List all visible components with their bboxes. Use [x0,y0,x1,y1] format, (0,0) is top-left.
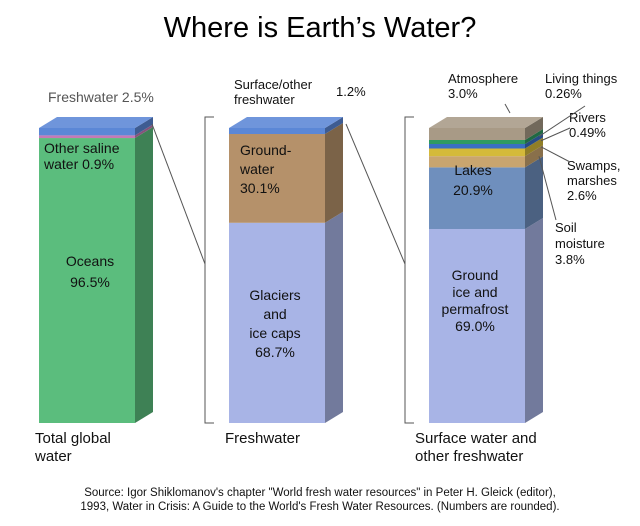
surface-water-atmosphere-label-line-0: Atmosphere [448,71,518,86]
source-note: Source: Igor Shiklomanov's chapter "Worl… [80,487,559,513]
total-global-water-other-saline-side [135,124,153,139]
surface-water-swamps-side [525,137,543,157]
surface-water-rivers-label-line-1: 0.49% [569,125,606,140]
freshwater-groundwater-segment [229,134,325,223]
freshwater-top-face [229,117,343,128]
chart-title: Where is Earth’s Water? [164,12,477,44]
total-global-water-freshwater-side [135,117,153,136]
surface-water-lakes-label-line-1: 20.9% [453,182,493,198]
freshwater-groundwater-label-line-0: Ground- [240,142,292,158]
surface-water-lakes-segment [429,167,525,229]
freshwater-groundwater-side [325,123,343,223]
surface-water-soil-moisture-label-line-0: Soil [555,220,577,235]
swamps-pointer [540,146,571,163]
surface-bracket [404,116,414,424]
surface-water-swamps-label-line-2: 2.6% [567,188,597,203]
freshwater-surface-other-label-line-0: Surface/other [234,77,313,92]
freshwater-surface-other-label-line-1: freshwater [234,92,295,107]
total-global-water-other-saline-segment [39,135,135,139]
living-pointer [538,105,586,137]
surface-water-atmosphere-segment [429,128,525,140]
freshwater-glaciers-side [325,211,343,423]
surface-water-ground-ice-label-line-2: permafrost [442,301,509,317]
surface-water-top-face [429,117,543,128]
surface-water-living-segment [429,140,525,144]
surface-water-living-label-line-1: 0.26% [545,86,582,101]
total-global-water-bar [39,117,153,423]
surface-water-ground-ice-label-line-0: Ground [452,267,499,283]
surface-water-category-line-0: Surface water and [415,430,537,447]
surface-water-ground-ice-segment [429,228,525,423]
freshwater-category-line-0: Freshwater [225,430,300,447]
atmosphere-pointer [504,103,511,114]
surface-water-swamps-label-line-1: marshes [567,173,617,188]
freshwater-surface-other-segment [229,128,325,134]
freshwater-bar [229,117,343,423]
surface-water-rivers-side [525,133,543,149]
surface-water-rivers-label-line-0: Rivers [569,110,606,125]
surface-water-atmosphere-label-line-1: 3.0% [448,86,478,101]
total-global-water-oceans-side [135,127,153,423]
freshwater-groundwater-label-line-2: 30.1% [240,180,280,196]
surface-water-atmosphere-side [525,117,543,140]
connector-lines [151,116,414,424]
source-line-1: 1993, Water in Crisis: A Guide to the Wo… [80,501,559,513]
total-global-water-category-line-1: water [34,448,72,465]
pointer-lines [504,103,586,221]
freshwater-surface-other-side [325,117,343,134]
total-global-water-freshwater-segment [39,128,135,136]
rivers-pointer [540,127,571,142]
surface-water-lakes-label-line-0: Lakes [454,162,491,178]
surface-water-soil-moisture-label-line-1: moisture [555,236,605,251]
freshwater-glaciers-label-line-0: Glaciers [249,287,300,303]
surface-water-living-side [525,129,543,144]
surface-water-bar [429,117,543,423]
surface-water-ground-ice-label-line-3: 69.0% [455,318,495,334]
surface-water-soil-moisture-segment [429,156,525,168]
soil-pointer [538,156,557,221]
surface-water-ground-ice-label-line-1: ice and [452,284,497,300]
freshwater-glaciers-label-line-1: and [263,306,286,322]
surface-water-living-label-line-0: Living things [545,71,618,86]
freshwater-glaciers-label-line-2: ice caps [249,325,300,341]
freshwater-glaciers-label-line-3: 68.7% [255,344,295,360]
total-global-water-top-face [39,117,153,128]
surface-water-rivers-segment [429,144,525,149]
surface-water-swamps-label-line-0: Swamps, [567,158,620,173]
total-global-water-oceans-segment [39,138,135,423]
total-global-water-other-saline-label-line-1: water 0.9% [43,156,114,172]
total-global-water-category-line-0: Total global [35,430,111,447]
total-global-water-freshwater-label-line-0: Freshwater 2.5% [48,89,154,105]
surface-water-lakes-side [525,156,543,229]
surface-water-soil-moisture-label-line-2: 3.8% [555,252,585,267]
total-global-water-oceans-label-line-1: 96.5% [70,274,110,290]
surface-connector [345,123,406,265]
freshwater-groundwater-label-line-1: water [239,161,275,177]
surface-water-swamps-segment [429,148,525,157]
source-line-0: Source: Igor Shiklomanov's chapter "Worl… [84,487,556,499]
surface-water-soil-moisture-side [525,145,543,168]
bars-layer [39,117,543,423]
freshwater-connector [151,123,206,265]
surface-water-category-line-1: other freshwater [415,448,523,465]
freshwater-surface-other-label-line-2: 1.2% [336,84,366,99]
surface-water-ground-ice-side [525,217,543,423]
total-global-water-oceans-label-line-0: Oceans [66,253,114,269]
total-global-water-other-saline-label-line-0: Other saline [44,140,120,156]
freshwater-bracket [204,116,214,424]
freshwater-glaciers-segment [229,222,325,423]
